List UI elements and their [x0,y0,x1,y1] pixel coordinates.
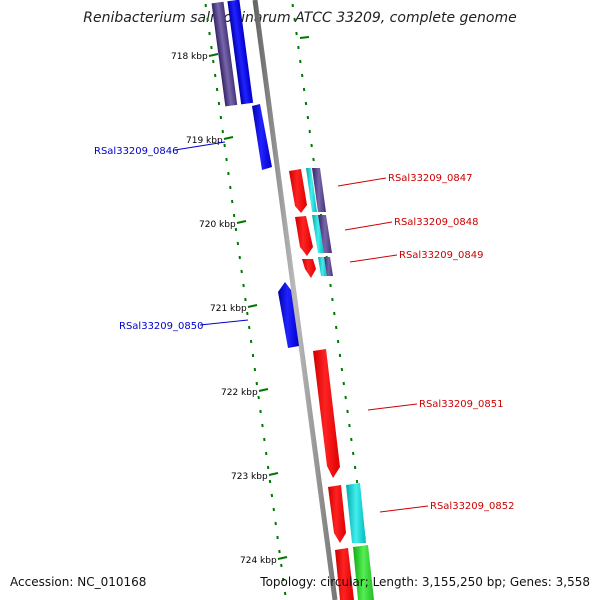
tick-label-719: 719 kbp [186,136,223,146]
cog-bar-0847-teal [306,168,317,212]
length-value: 3,155,250 bp [421,575,502,589]
gene-label-RSal33209_0851[interactable]: RSal33209_0851 [419,399,503,410]
tick-label-720: 720 kbp [199,220,236,230]
gene-arrow-RSal33209_0847[interactable] [289,169,307,213]
genes-value: 3,558 [555,575,590,589]
cog-bar-0849-purple [324,257,333,276]
cog-bar-0848-teal [312,215,324,253]
genes-label: Genes: [509,575,552,589]
topology-value: circular [320,575,365,589]
gene-label-RSal33209_0846[interactable]: RSal33209_0846 [94,146,178,157]
gene-arrow-RSal33209_0848[interactable] [295,216,313,256]
cog-bar-0848-purple [318,215,332,253]
gene-arrow-RSal33209_0846[interactable] [252,104,272,170]
feature-partial-forward-bottom [335,548,354,600]
feature-partial-reverse-top [211,0,254,107]
gene-arrow-RSal33209_0851[interactable] [313,349,340,478]
gene-label-RSal33209_0852[interactable]: RSal33209_0852 [430,501,514,512]
reverse-cog-bar [211,1,238,107]
accession-info: Accession: NC_010168 [10,575,146,589]
tick-label-718: 718 kbp [171,52,208,62]
tick-marks [208,36,310,560]
tick-label-721: 721 kbp [210,304,247,314]
tick-label-724: 724 kbp [240,556,277,566]
leader-lines [174,141,429,513]
cog-bar-0847-purple [312,168,326,212]
genome-backbone [252,0,338,600]
feature-partial-green-bottom [353,545,374,600]
gene-arrow-RSal33209_0852[interactable] [328,485,346,543]
gene-label-RSal33209_0849[interactable]: RSal33209_0849 [399,250,483,261]
tick-label-723: 723 kbp [231,472,268,482]
gene-label-RSal33209_0848[interactable]: RSal33209_0848 [394,217,478,228]
gene-arrow-RSal33209_0850[interactable] [278,282,299,348]
accession-label: Accession: [10,575,74,589]
genome-stats: Topology: circular; Length: 3,155,250 bp… [260,575,590,589]
length-label: Length: [372,575,419,589]
map-title: Renibacterium salmoninarum ATCC 33209, c… [83,10,517,26]
topology-label: Topology: [260,575,317,589]
tick-label-722: 722 kbp [221,388,258,398]
cog-bar-0852-teal [346,483,366,543]
reverse-gene-bar [227,0,254,105]
gene-label-RSal33209_0850[interactable]: RSal33209_0850 [119,321,203,332]
gene-cluster-0847-0849 [289,168,333,278]
gene-label-RSal33209_0847[interactable]: RSal33209_0847 [388,173,472,184]
gene-arrow-RSal33209_0849[interactable] [302,259,316,278]
accession-value: NC_010168 [77,575,147,589]
